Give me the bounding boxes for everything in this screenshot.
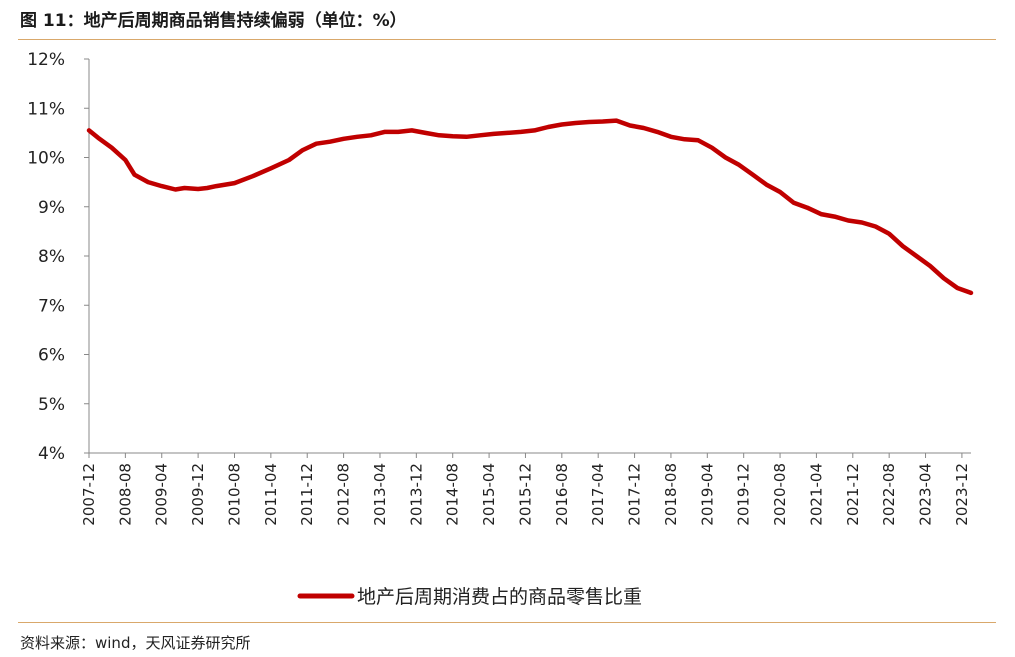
x-tick-label: 2015-04 [480,463,498,526]
legend: 地产后周期消费占的商品零售比重 [297,586,642,608]
x-tick-label: 2023-12 [953,463,971,526]
chart-title: 图 11：地产后周期商品销售持续偏弱（单位：%） [20,11,407,31]
x-tick-label: 2017-12 [626,463,644,526]
x-tick-label: 2022-08 [880,463,898,526]
series-line-0 [86,118,974,296]
x-tick-label: 2009-04 [153,463,171,526]
y-tick-label: 8% [38,247,65,267]
x-tick-label: 2020-08 [771,463,789,526]
top-rule [18,39,996,40]
plot-area [86,118,974,296]
y-tick-label: 7% [38,296,65,316]
x-tick-label: 2011-12 [298,463,316,526]
legend-label: 地产后周期消费占的商品零售比重 [357,586,642,608]
y-tick-label: 12% [27,50,65,70]
x-tick-label: 2015-12 [516,463,534,526]
x-tick-label: 2019-12 [735,463,753,526]
x-tick-label: 2021-04 [807,463,825,526]
x-tick-label: 2013-04 [371,463,389,526]
x-tick-label: 2014-08 [444,463,462,526]
axes [88,59,971,454]
y-tick-label: 9% [38,198,65,218]
y-tick-label: 4% [38,444,65,464]
y-tick-label: 11% [27,99,65,119]
x-tick-label: 2021-12 [844,463,862,526]
x-tick-label: 2018-08 [662,463,680,526]
x-tick-label: 2012-08 [335,463,353,526]
x-tick-label: 2016-08 [553,463,571,526]
x-tick-label: 2013-12 [407,463,425,526]
x-tick-label: 2010-08 [225,463,243,526]
source-note: 资料来源：wind，天风证券研究所 [20,634,251,652]
y-tick-label: 5% [38,395,65,415]
x-tick-label: 2009-12 [189,463,207,526]
x-tick-label: 2017-04 [589,463,607,526]
x-tick-label: 2019-04 [698,463,716,526]
x-tick-label: 2008-08 [116,463,134,526]
x-tick-label: 2023-04 [917,463,935,526]
y-tick-label: 6% [38,346,65,366]
y-axis-ticks: 4% 5% 6% 7% 8% 9% 10% 11% 12% [27,50,89,464]
x-axis-ticks: 2007-12 2008-08 2009-04 2009-12 2010-08 2011-… [80,453,971,526]
x-tick-label: 2007-12 [80,463,98,526]
y-tick-label: 10% [27,149,65,169]
x-tick-label: 2011-04 [262,463,280,526]
bottom-rule [18,622,996,623]
